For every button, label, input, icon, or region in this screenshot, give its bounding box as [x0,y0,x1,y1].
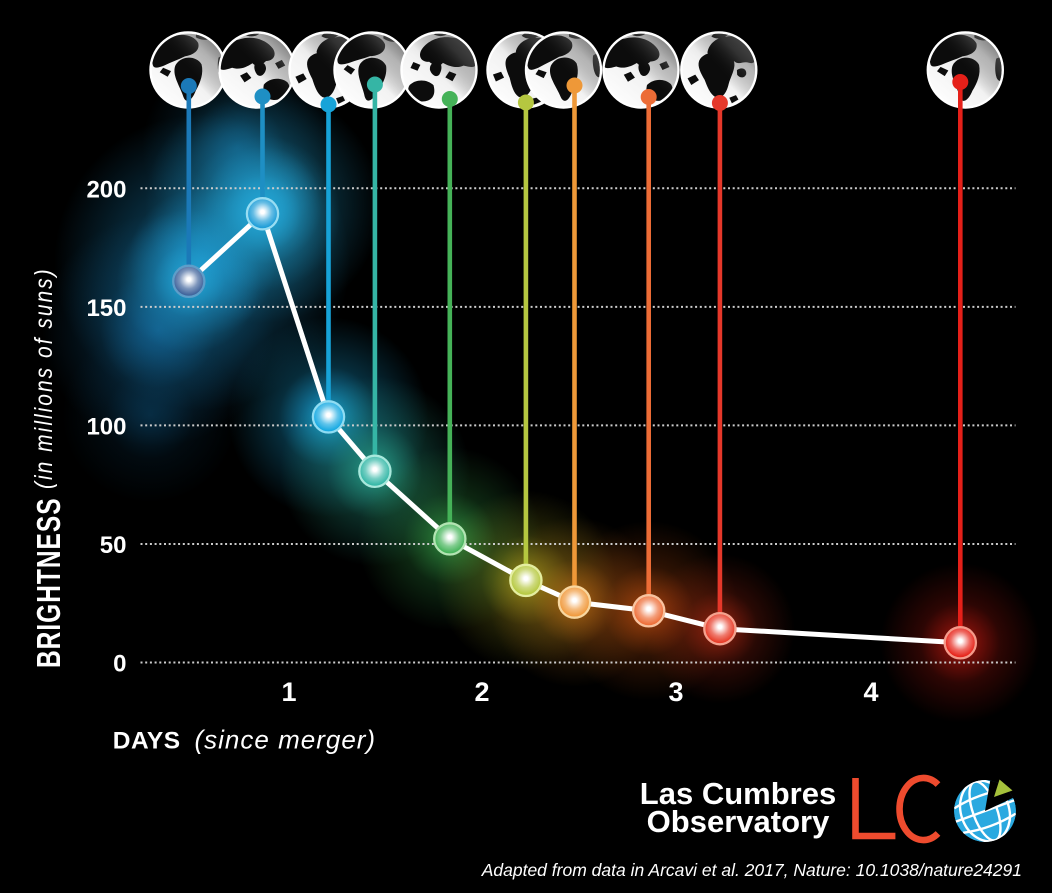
svg-text:2: 2 [474,677,489,707]
svg-text:1: 1 [281,677,296,707]
svg-text:100: 100 [86,413,126,440]
svg-text:(since merger): (since merger) [195,725,377,755]
svg-text:150: 150 [86,295,126,322]
svg-text:BRIGHTNESS: BRIGHTNESS [32,497,68,668]
svg-text:Observatory: Observatory [647,804,830,839]
svg-text:0: 0 [113,651,126,678]
svg-text:(in millions of suns): (in millions of suns) [29,267,57,489]
svg-text:4: 4 [863,677,878,707]
svg-text:Las Cumbres: Las Cumbres [640,776,836,811]
svg-text:200: 200 [86,176,126,203]
svg-text:Adapted from data in Arcavi et: Adapted from data in Arcavi et al. 2017,… [481,860,1022,880]
svg-text:50: 50 [100,532,127,559]
svg-text:3: 3 [668,677,683,707]
svg-text:DAYS: DAYS [113,728,181,755]
